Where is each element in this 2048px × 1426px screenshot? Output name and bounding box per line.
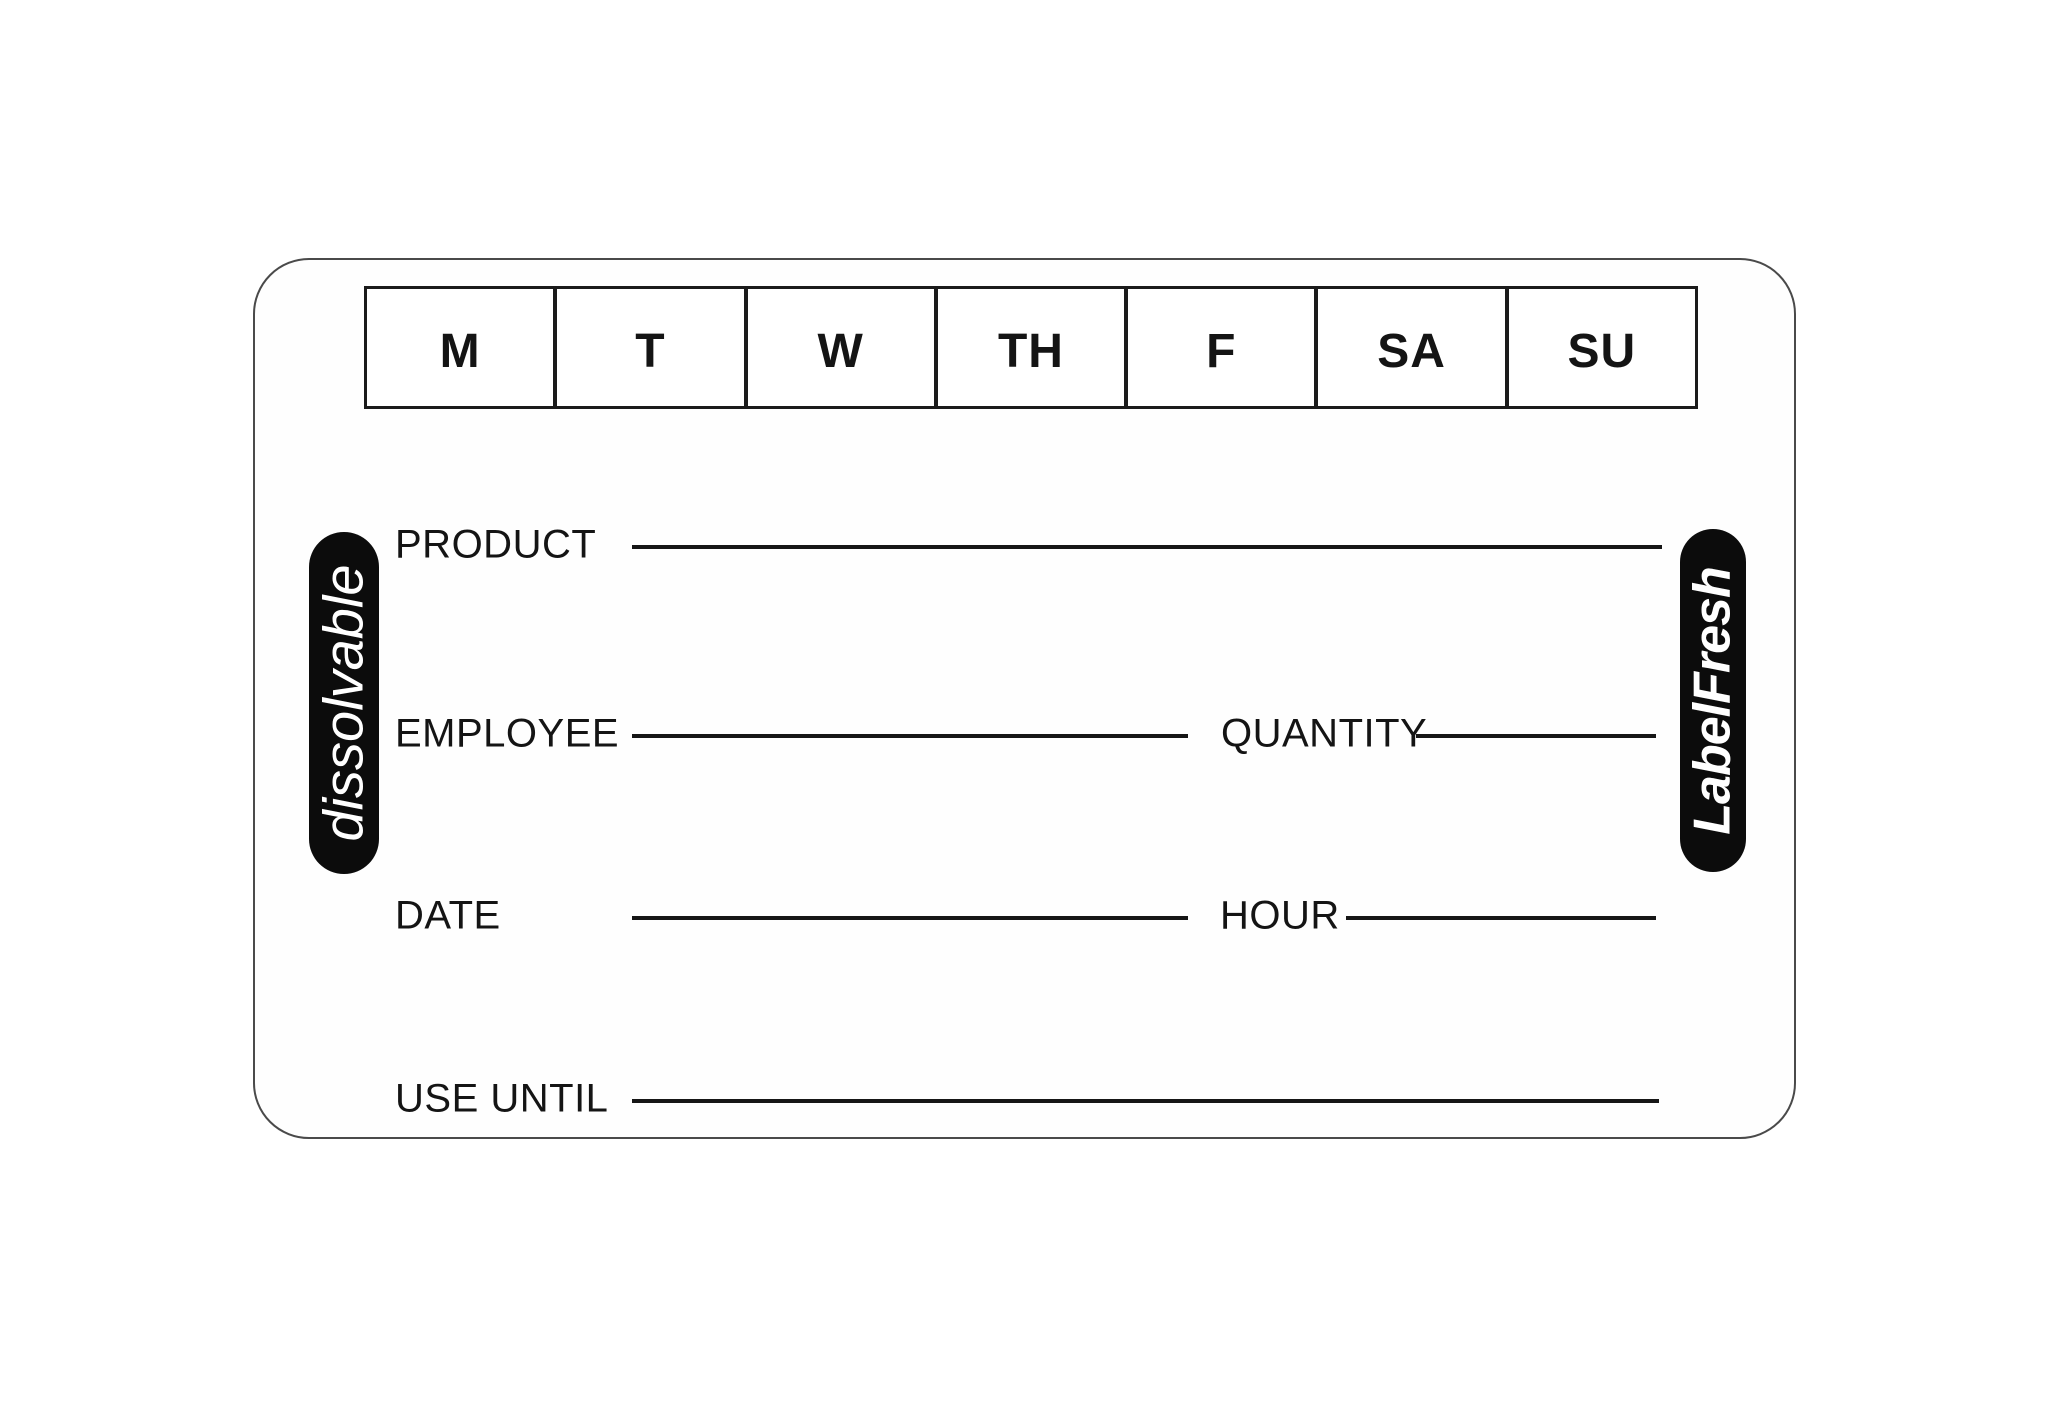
day-cell-wednesday: W <box>743 289 934 406</box>
hour-write-line <box>1346 916 1656 920</box>
day-cell-tuesday: T <box>553 289 743 406</box>
use-until-write-line <box>632 1099 1659 1103</box>
hour-field-label: HOUR <box>1220 893 1340 938</box>
day-label-friday: F <box>1206 325 1237 378</box>
day-label-monday: M <box>439 325 481 378</box>
day-cell-saturday: SA <box>1314 289 1504 406</box>
day-cell-thursday: TH <box>933 289 1124 406</box>
use-until-field-label: USE UNTIL <box>395 1076 609 1121</box>
day-label-saturday: SA <box>1377 325 1446 378</box>
dissolvable-badge: dissolvable <box>309 532 379 874</box>
date-field-label: DATE <box>395 893 501 938</box>
day-strip: M T W TH F SA SU <box>364 286 1698 409</box>
day-label-tuesday: T <box>635 325 666 378</box>
day-label-sunday: SU <box>1567 325 1637 378</box>
quantity-write-line <box>1416 734 1656 738</box>
day-cell-friday: F <box>1124 289 1314 406</box>
product-write-line <box>632 545 1662 549</box>
label-card: M T W TH F SA SU dissolvable <box>253 258 1796 1139</box>
day-cell-sunday: SU <box>1504 289 1695 406</box>
employee-field-label: EMPLOYEE <box>395 711 620 756</box>
product-field-label: PRODUCT <box>395 522 597 567</box>
day-label-thursday: TH <box>997 325 1064 378</box>
date-write-line <box>632 916 1188 920</box>
day-cell-monday: M <box>367 289 553 406</box>
day-label-wednesday: W <box>817 325 864 378</box>
labelfresh-brand-badge: LabelFresh <box>1680 529 1746 872</box>
dissolvable-badge-text: dissolvable <box>312 564 376 842</box>
labelfresh-brand-text: LabelFresh <box>1684 566 1743 835</box>
quantity-field-label: QUANTITY <box>1221 711 1428 756</box>
employee-write-line <box>632 734 1188 738</box>
